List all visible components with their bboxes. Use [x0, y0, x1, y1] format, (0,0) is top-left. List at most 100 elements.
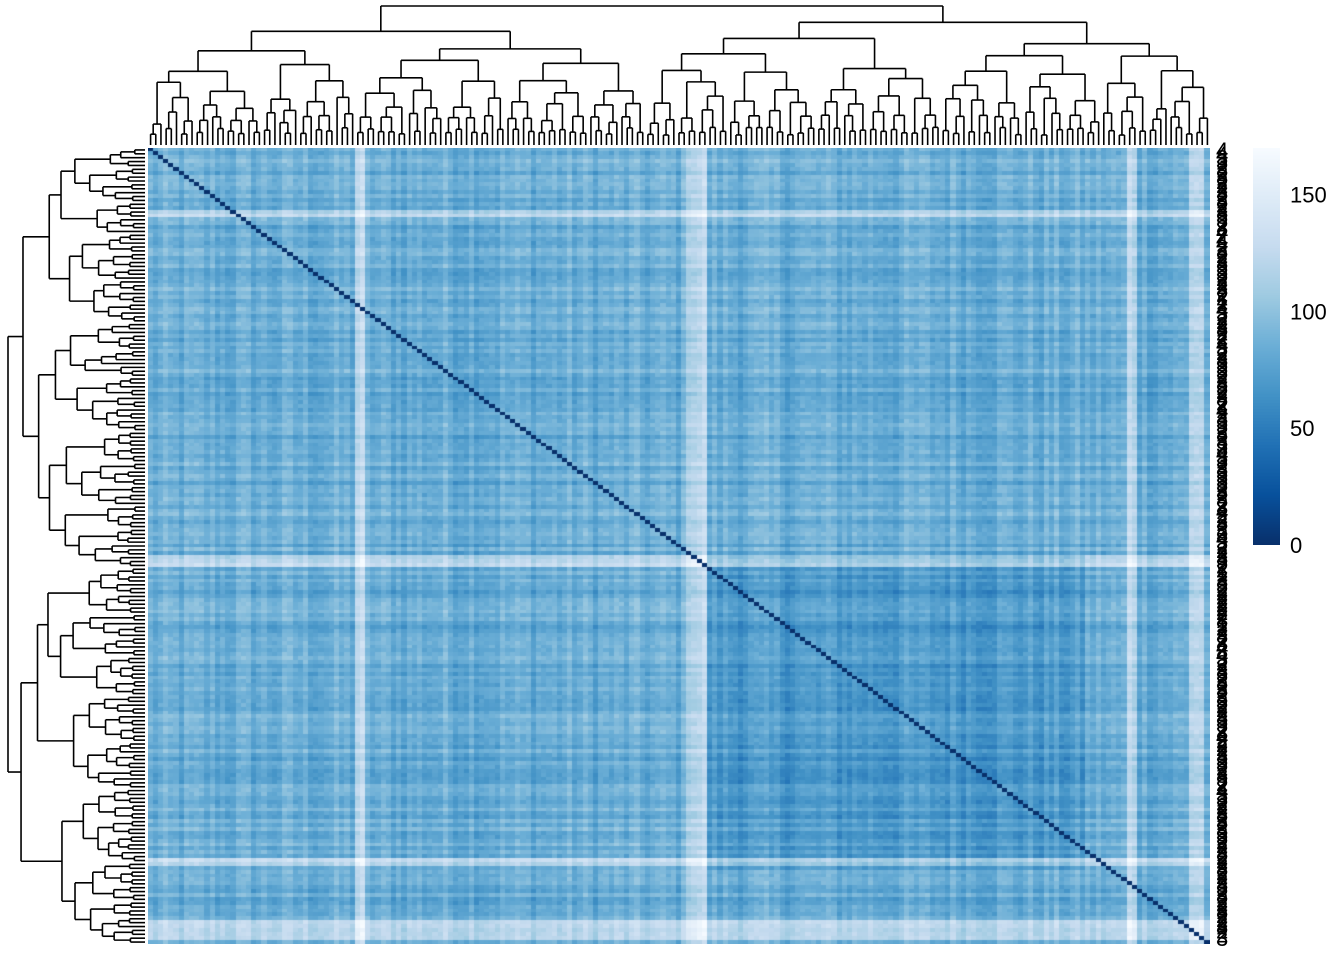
row-label: 3	[1216, 569, 1228, 594]
row-label: 3	[1216, 204, 1228, 229]
row-label: 3	[1216, 421, 1228, 446]
row-label: 3	[1216, 251, 1228, 276]
row-label: 3	[1216, 530, 1228, 555]
row-label: 4	[1216, 398, 1228, 423]
row-label: 3	[1216, 429, 1228, 454]
row-label: 2	[1216, 515, 1228, 540]
row-label: 3	[1216, 608, 1228, 633]
row-label: 2	[1216, 363, 1228, 388]
row-label: 3	[1216, 371, 1228, 396]
row-label: 4	[1216, 297, 1228, 322]
row-label: 3	[1216, 181, 1228, 206]
row-label: 2	[1216, 418, 1228, 443]
row-label: 2	[1216, 845, 1228, 870]
row-label: 3	[1216, 767, 1228, 792]
heatmap-matrix	[148, 148, 1210, 944]
row-label: 2	[1216, 367, 1228, 392]
row-label: 2	[1216, 293, 1228, 318]
row-label: 2	[1216, 309, 1228, 334]
row-label: 3	[1216, 208, 1228, 233]
row-label: 3	[1216, 216, 1228, 241]
row-label: 2	[1216, 596, 1228, 621]
row-label: 4	[1216, 142, 1228, 167]
row-label: 3	[1216, 355, 1228, 380]
row-label: 2	[1216, 895, 1228, 920]
row-label: 2	[1216, 697, 1228, 722]
row-label: 2	[1216, 716, 1228, 741]
row-label: 3	[1216, 375, 1228, 400]
row-label: 4	[1216, 332, 1228, 357]
row-label: 1	[1216, 289, 1228, 314]
row-label: 2	[1216, 185, 1228, 210]
row-label: 3	[1216, 352, 1228, 377]
row-label: 2	[1216, 918, 1228, 943]
row-label: 2	[1216, 476, 1228, 501]
row-label: 2	[1216, 755, 1228, 780]
row-label: 3	[1216, 573, 1228, 598]
row-label: 3	[1216, 359, 1228, 384]
row-label: 3	[1216, 546, 1228, 571]
row-label: 2	[1216, 274, 1228, 299]
legend-tick-label: 0	[1290, 533, 1302, 558]
row-label: 2	[1216, 790, 1228, 815]
row-label: 2	[1216, 340, 1228, 365]
row-label: 3	[1216, 817, 1228, 842]
row-label: 4	[1216, 231, 1228, 256]
row-label: 3	[1216, 685, 1228, 710]
row-label: 2	[1216, 740, 1228, 765]
row-label: 4	[1216, 779, 1228, 804]
row-label: 2	[1216, 880, 1228, 905]
row-label: 2	[1216, 903, 1228, 928]
row-label: 2	[1216, 736, 1228, 761]
row-label: 4	[1216, 499, 1228, 524]
row-label: 3	[1216, 518, 1228, 543]
row-label: 3	[1216, 464, 1228, 489]
row-label: 3	[1216, 317, 1228, 342]
row-label: 2	[1216, 402, 1228, 427]
row-label: 3	[1216, 456, 1228, 481]
row-label: 2	[1216, 588, 1228, 613]
row-label: 3	[1216, 348, 1228, 373]
row-label: 3	[1216, 876, 1228, 901]
row-label: 3	[1216, 165, 1228, 190]
column-dendrogram	[149, 5, 1209, 145]
row-label: 3	[1216, 460, 1228, 485]
row-label: 2	[1216, 484, 1228, 509]
row-label: 2	[1216, 344, 1228, 369]
row-label: 2	[1216, 192, 1228, 217]
color-legend-ticks: 0 50 100 150	[1290, 183, 1327, 558]
row-label: 3	[1216, 825, 1228, 850]
row-label: 2	[1216, 223, 1228, 248]
row-label: 2	[1216, 887, 1228, 912]
row-label: 3	[1216, 670, 1228, 695]
row-label: 2	[1216, 266, 1228, 291]
row-label: 2	[1216, 153, 1228, 178]
row-label: 2	[1216, 565, 1228, 590]
row-label: 3	[1216, 511, 1228, 536]
row-label: 4	[1216, 643, 1228, 668]
legend-tick-label: 100	[1290, 299, 1327, 324]
row-label: 3	[1216, 336, 1228, 361]
row-label: 2	[1216, 557, 1228, 582]
row-label: 2	[1216, 849, 1228, 874]
row-label: 2	[1216, 833, 1228, 858]
row-label: 4	[1216, 219, 1228, 244]
row-label: 3	[1216, 386, 1228, 411]
row-label: 3	[1216, 623, 1228, 648]
row-label: 2	[1216, 169, 1228, 194]
row-label: 2	[1216, 282, 1228, 307]
row-label: 3	[1216, 709, 1228, 734]
row-label: 3	[1216, 146, 1228, 171]
row-label: 2	[1216, 682, 1228, 707]
row-label: 3	[1216, 810, 1228, 835]
row-label: 2	[1216, 806, 1228, 831]
row-label: 2	[1216, 654, 1228, 679]
row-label: 3	[1216, 786, 1228, 811]
row-label: 3	[1216, 258, 1228, 283]
row-label: 3	[1216, 157, 1228, 182]
row-label: 2	[1216, 394, 1228, 419]
row-label: 2	[1216, 666, 1228, 691]
row-label: 2	[1216, 771, 1228, 796]
row-label: 3	[1216, 783, 1228, 808]
